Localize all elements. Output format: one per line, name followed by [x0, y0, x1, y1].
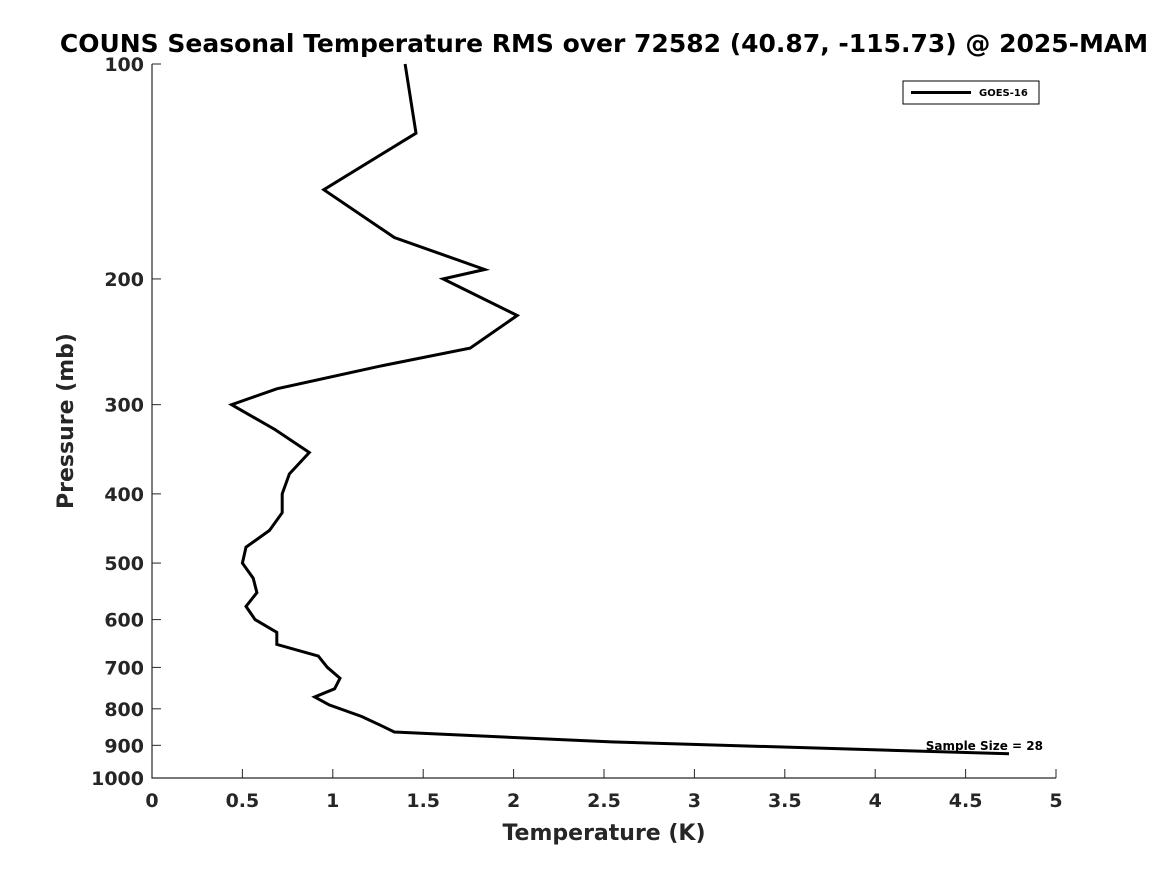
- x-tick-label: 2: [507, 790, 520, 812]
- x-tick-label: 5: [1049, 790, 1062, 812]
- y-tick-label: 800: [104, 699, 144, 721]
- y-tick-label: 600: [104, 610, 144, 632]
- x-tick-label: 0.5: [226, 790, 260, 812]
- y-tick-label: 400: [104, 484, 144, 506]
- y-tick-label: 700: [104, 657, 144, 679]
- y-tick-label: 900: [104, 735, 144, 757]
- x-tick-label: 2.5: [587, 790, 621, 812]
- y-axis: 100 200 300 400 500 600 700 800 900 1000: [91, 54, 161, 790]
- y-tick-label: 300: [104, 395, 144, 417]
- x-tick-label: 1.5: [406, 790, 440, 812]
- x-axis-label: Temperature (K): [502, 821, 705, 846]
- series-line-goes-16: [228, 63, 1010, 756]
- legend-label: GOES-16: [979, 88, 1028, 99]
- y-axis-label: Pressure (mb): [54, 333, 79, 509]
- legend: GOES-16: [902, 80, 1040, 105]
- y-tick-label: 100: [104, 54, 144, 76]
- y-tick-label: 1000: [91, 768, 144, 790]
- x-tick-label: 0: [145, 790, 158, 812]
- x-tick-label: 4: [869, 790, 882, 812]
- x-tick-label: 3: [688, 790, 701, 812]
- y-tick-label: 200: [104, 269, 144, 291]
- x-tick-label: 3.5: [768, 790, 802, 812]
- x-tick-label: 1: [326, 790, 339, 812]
- x-tick-label: 4.5: [949, 790, 983, 812]
- series-layer: [228, 63, 1010, 756]
- x-axis: 0 0.5 1 1.5 2 2.5 3 3.5 4 4.5 5: [145, 769, 1063, 812]
- chart-title: COUNS Seasonal Temperature RMS over 7258…: [60, 29, 1148, 58]
- sample-size-annotation: Sample Size = 28: [926, 739, 1043, 753]
- y-tick-label: 500: [104, 553, 144, 575]
